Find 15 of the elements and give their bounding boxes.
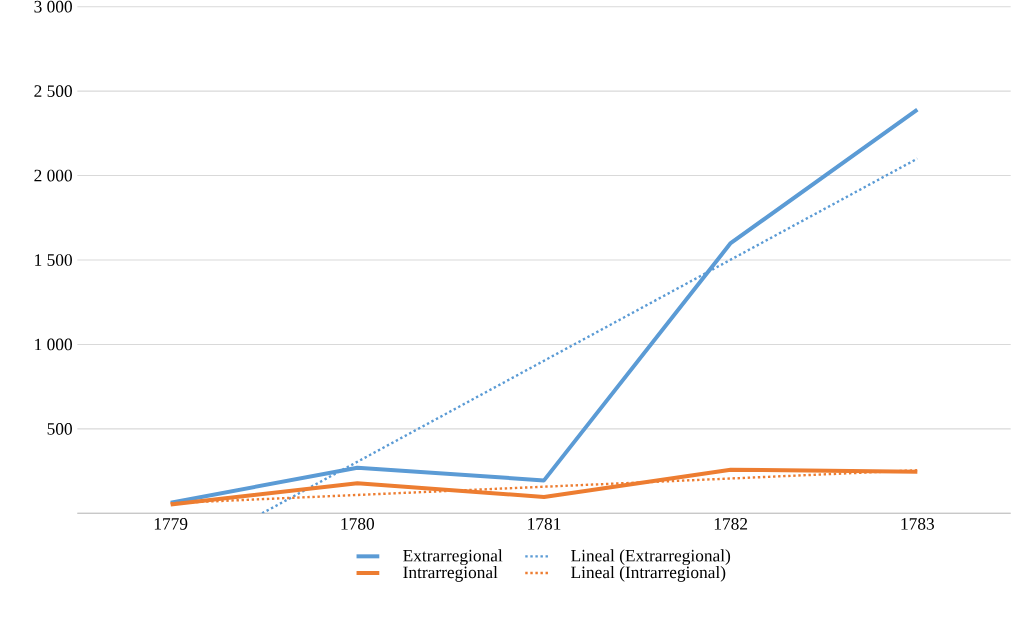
legend-label: Lineal (Intrarregional) — [571, 566, 726, 582]
x-tick-label: 1779 — [154, 518, 188, 530]
legend-label: Intrarregional — [403, 566, 498, 582]
x-tick-label: 1781 — [528, 518, 561, 530]
y-tick-label: 2 000 — [34, 169, 72, 182]
y-tick-label: 1 500 — [35, 254, 72, 266]
y-tick-label: 2 500 — [34, 85, 72, 97]
x-tick-label: 1783 — [901, 518, 934, 530]
y-tick-label: 500 — [47, 423, 72, 435]
legend-label: Extrarregional — [403, 549, 503, 566]
x-tick-label: 1780 — [341, 518, 375, 530]
y-tick-label: 3 000 — [34, 0, 72, 13]
y-tick-label: 1 000 — [35, 338, 72, 351]
legend-label: Lineal (Extrarregional) — [571, 549, 731, 566]
x-tick-label: 1782 — [714, 518, 748, 530]
